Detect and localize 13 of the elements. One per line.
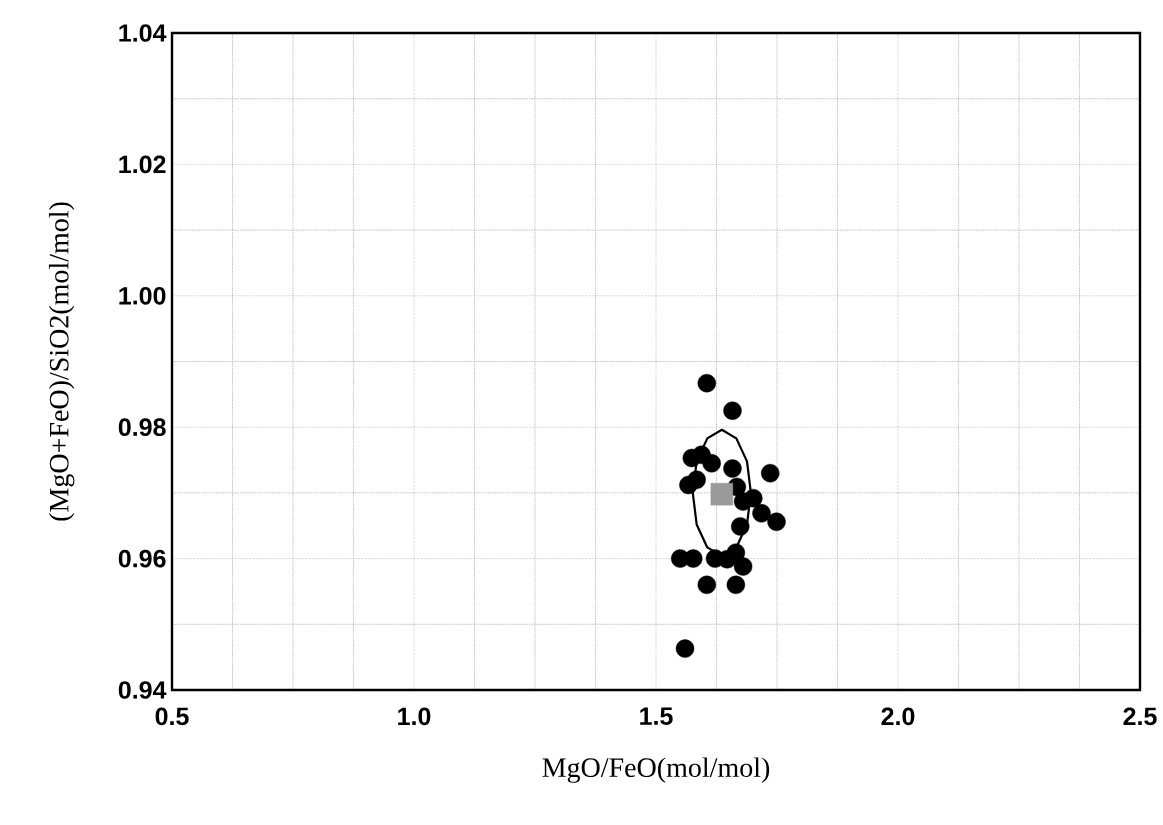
y-tick-label: 0.94 [118,681,167,699]
x-tick-label: 1.0 [398,707,431,726]
y-tick-label: 0.98 [118,418,166,437]
x-tick-label: 0.5 [155,707,189,726]
y-tick-label: 0.96 [118,549,166,568]
y-axis-title: (MgO+FeO)/SiO2(mol/mol) [48,202,75,521]
x-tick-label: 1.5 [640,707,673,725]
x-axis-title: MgO/FeO(mol/mol) [542,757,770,783]
y-tick-label: 1.00 [119,286,166,305]
y-tick-label: 1.02 [119,155,166,174]
x-tick-label: 2.0 [881,707,915,726]
x-tick-label: 2.5 [1123,707,1157,726]
y-tick-label: 1.04 [119,24,167,42]
